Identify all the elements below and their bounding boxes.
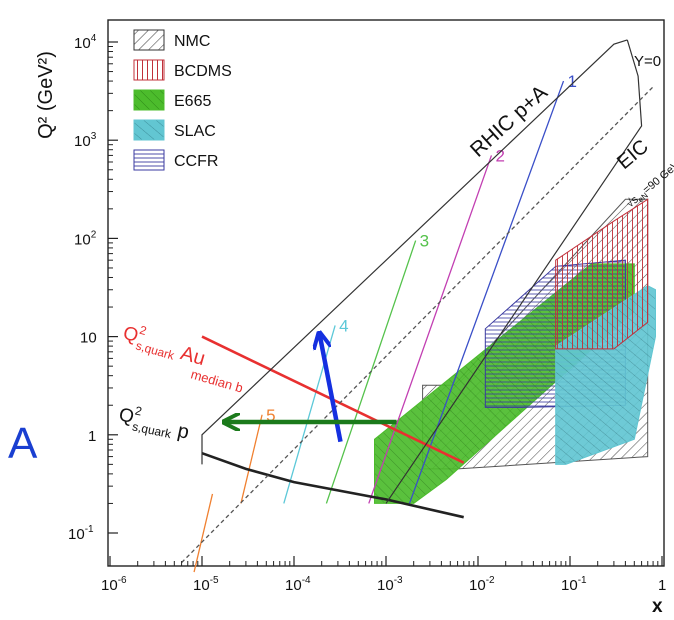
rapidity-line-2	[368, 155, 493, 504]
x-tick-label: 10-4	[285, 575, 311, 594]
rapidity-line-4	[283, 325, 336, 504]
rapidity-label-5: 5	[266, 406, 275, 425]
legend-label-slac: SLAC	[174, 123, 216, 140]
y0-label: Y=0	[634, 53, 661, 70]
x-axis-label: x	[652, 596, 663, 617]
eic-label: EIC	[613, 136, 653, 174]
x-tick-label: 10-1	[561, 575, 587, 594]
curve-rhic	[201, 39, 628, 465]
panel-label: A	[8, 419, 38, 468]
legend-swatch-bcdms	[133, 59, 165, 81]
rapidity-label-4: 4	[339, 316, 348, 335]
legend-label-bcdms: BCDMS	[174, 63, 232, 80]
curve-p	[201, 451, 464, 519]
y-tick-label: 104	[74, 33, 97, 52]
rapidity-label-2: 2	[495, 146, 504, 165]
legend-swatch-nmc	[133, 29, 165, 51]
legend-label-nmc: NMC	[174, 33, 210, 50]
y-tick-label: 103	[74, 131, 97, 150]
x-tick-label: 10-6	[101, 575, 127, 594]
legend-swatch-e665	[133, 89, 165, 111]
rapidity-line-5	[240, 414, 263, 504]
x-tick-label: 10-3	[377, 575, 403, 594]
rapidity-label-3: 3	[420, 232, 429, 251]
rapidity-line-extra	[193, 493, 214, 573]
legend: NMC BCDMS E665 SLAC CCFR	[133, 29, 232, 171]
arrows	[225, 335, 397, 443]
y-tick-label: 1	[88, 428, 96, 445]
x-tick-label: 10-2	[469, 575, 495, 594]
blue_arrow	[320, 335, 343, 443]
axis-ticks: 10-6 10-5 10-4 10-3 10-2 10-1 1 10-1 1 10 102 103 10…	[68, 33, 666, 594]
data-regions	[374, 198, 656, 504]
region-bcdms	[555, 198, 649, 350]
y-tick-label: 10-1	[68, 524, 94, 543]
y-tick-label: 102	[74, 229, 97, 248]
median-b-label: median b	[189, 366, 245, 395]
x-tick-label: 10-5	[193, 575, 219, 594]
rapidity-line-1	[408, 80, 565, 504]
legend-label-e665: E665	[174, 93, 211, 110]
y-tick-label: 10	[80, 330, 97, 347]
qs-quark-au-label: Q2s,quark Au	[119, 319, 209, 371]
qs-quark-p-label: Q2s,quark p	[116, 400, 193, 444]
curve-rhic_y0	[385, 39, 643, 504]
legend-swatch-slac	[133, 119, 165, 141]
rapidity-label-1: 1	[568, 72, 577, 91]
legend-swatch-ccfr	[133, 149, 165, 171]
x-tick-label: 1	[658, 577, 666, 594]
y-axis-label: Q² (GeV²)	[35, 51, 57, 139]
legend-label-ccfr: CCFR	[174, 153, 218, 170]
